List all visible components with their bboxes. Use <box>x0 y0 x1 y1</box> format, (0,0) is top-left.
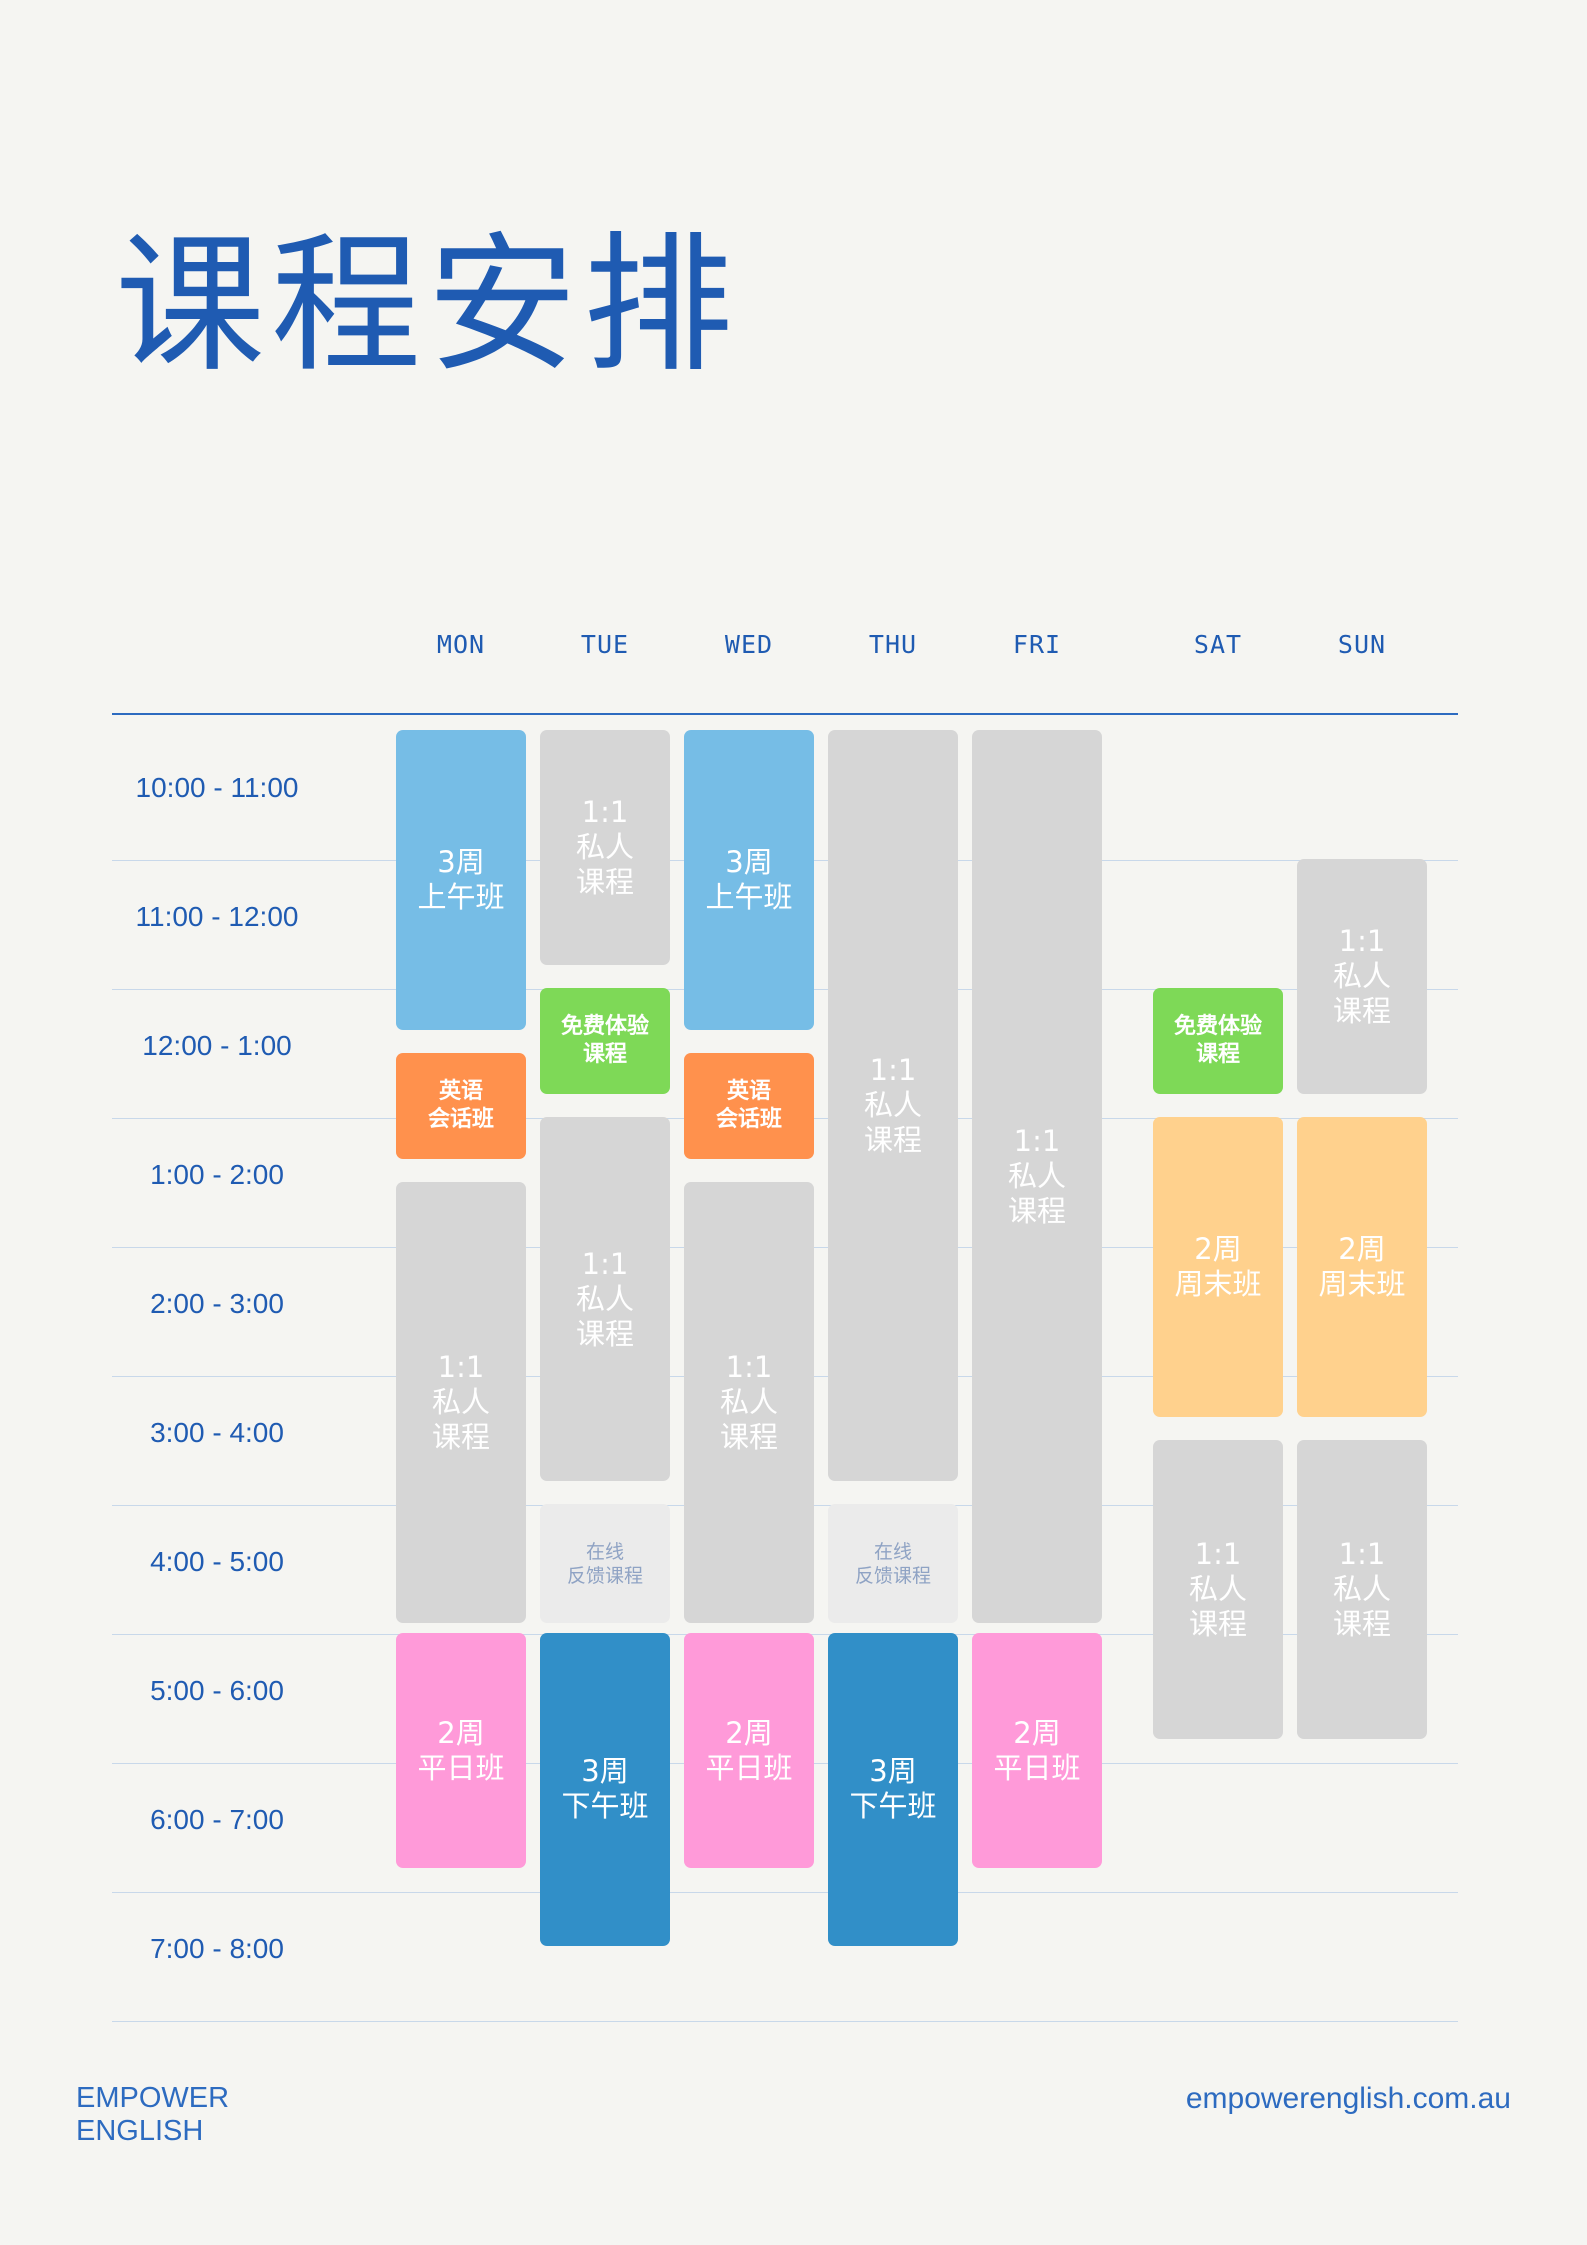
session-label: 3周 上午班 <box>705 844 793 914</box>
session-block-fri[interactable]: 2周 平日班 <box>972 1633 1102 1869</box>
session-block-sun[interactable]: 2周 周末班 <box>1297 1117 1427 1417</box>
session-block-mon[interactable]: 英语 会话班 <box>396 1052 526 1159</box>
session-block-tue[interactable]: 在线 反馈课程 <box>540 1504 670 1623</box>
session-block-mon[interactable]: 1:1 私人 课程 <box>396 1181 526 1623</box>
time-slot-label: 3:00 - 4:00 <box>150 1417 284 1448</box>
session-label: 2周 平日班 <box>417 1715 505 1785</box>
time-slot-label: 7:00 - 8:00 <box>150 1933 284 1964</box>
session-block-thu[interactable]: 3周 下午班 <box>828 1633 958 1946</box>
day-header-tue: TUE <box>580 630 630 659</box>
session-label: 1:1 私人 课程 <box>1007 1124 1066 1228</box>
session-block-tue[interactable]: 1:1 私人 课程 <box>540 1117 670 1482</box>
session-label: 1:1 私人 课程 <box>1188 1536 1247 1641</box>
session-label: 1:1 私人 课程 <box>863 1053 922 1158</box>
session-block-wed[interactable]: 1:1 私人 课程 <box>684 1181 814 1623</box>
header-divider <box>112 713 1458 715</box>
footer-brand: EMPOWER ENGLISH <box>76 2082 229 2148</box>
brand-line-1: EMPOWER <box>76 2082 230 2114</box>
time-slot-label: 1:00 - 2:00 <box>150 1159 284 1190</box>
session-label: 免费体验 课程 <box>560 1014 649 1068</box>
session-block-tue[interactable]: 1:1 私人 课程 <box>540 730 670 966</box>
day-header-thu: THU <box>868 630 918 659</box>
session-block-tue[interactable]: 免费体验 课程 <box>540 988 670 1095</box>
session-block-tue[interactable]: 3周 下午班 <box>540 1633 670 1946</box>
website-link[interactable]: empowerenglish.com.au <box>1185 2082 1511 2115</box>
session-label: 2周 平日班 <box>993 1715 1081 1785</box>
session-block-sat[interactable]: 2周 周末班 <box>1153 1117 1283 1417</box>
time-slot-label: 4:00 - 5:00 <box>150 1546 284 1577</box>
session-block-wed[interactable]: 3周 上午班 <box>684 730 814 1030</box>
session-label: 在线 反馈课程 <box>566 1540 643 1587</box>
session-block-thu[interactable]: 1:1 私人 课程 <box>828 730 958 1482</box>
time-slot-label: 10:00 - 11:00 <box>135 772 299 803</box>
session-label: 1:1 私人 课程 <box>575 795 634 900</box>
session-label: 1:1 私人 课程 <box>719 1349 778 1454</box>
session-label: 1:1 私人 课程 <box>1332 924 1391 1029</box>
day-header-fri: FRI <box>1012 630 1062 659</box>
session-label: 2周 周末班 <box>1174 1231 1262 1301</box>
session-block-sun[interactable]: 1:1 私人 课程 <box>1297 1439 1427 1740</box>
session-label: 3周 下午班 <box>849 1754 937 1824</box>
session-block-wed[interactable]: 英语 会话班 <box>684 1052 814 1159</box>
session-label: 3周 上午班 <box>417 844 505 914</box>
day-header-mon: MON <box>436 630 486 659</box>
session-block-thu[interactable]: 在线 反馈课程 <box>828 1504 958 1623</box>
session-label: 1:1 私人 课程 <box>1332 1536 1391 1641</box>
time-slot-label: 12:00 - 1:00 <box>142 1030 292 1061</box>
session-block-wed[interactable]: 2周 平日班 <box>684 1633 814 1869</box>
session-block-mon[interactable]: 3周 上午班 <box>396 730 526 1030</box>
session-label: 英语 会话班 <box>715 1078 782 1132</box>
session-block-fri[interactable]: 1:1 私人 课程 <box>972 730 1102 1623</box>
session-block-sat[interactable]: 免费体验 课程 <box>1153 988 1283 1095</box>
page-title: 课程安排 <box>115 218 740 393</box>
row-divider <box>112 2021 1458 2022</box>
session-block-mon[interactable]: 2周 平日班 <box>396 1633 526 1869</box>
day-header-sat: SAT <box>1193 630 1243 659</box>
time-slot-label: 11:00 - 12:00 <box>135 901 299 932</box>
session-label: 2周 周末班 <box>1318 1231 1406 1301</box>
day-header-wed: WED <box>724 630 774 659</box>
time-slot-label: 2:00 - 3:00 <box>150 1288 284 1319</box>
session-label: 英语 会话班 <box>427 1078 494 1132</box>
row-divider <box>112 1892 1458 1893</box>
session-label: 3周 下午班 <box>561 1754 649 1824</box>
day-header-sun: SUN <box>1337 630 1387 659</box>
session-label: 在线 反馈课程 <box>854 1540 931 1587</box>
session-block-sat[interactable]: 1:1 私人 课程 <box>1153 1439 1283 1740</box>
session-label: 1:1 私人 课程 <box>431 1349 490 1454</box>
session-label: 免费体验 课程 <box>1173 1014 1262 1068</box>
session-label: 2周 平日班 <box>705 1715 793 1785</box>
session-label: 1:1 私人 课程 <box>575 1246 634 1351</box>
time-slot-label: 5:00 - 6:00 <box>150 1675 284 1706</box>
brand-line-2: ENGLISH <box>76 2115 204 2147</box>
time-slot-label: 6:00 - 7:00 <box>150 1804 284 1835</box>
session-block-sun[interactable]: 1:1 私人 课程 <box>1297 859 1427 1095</box>
